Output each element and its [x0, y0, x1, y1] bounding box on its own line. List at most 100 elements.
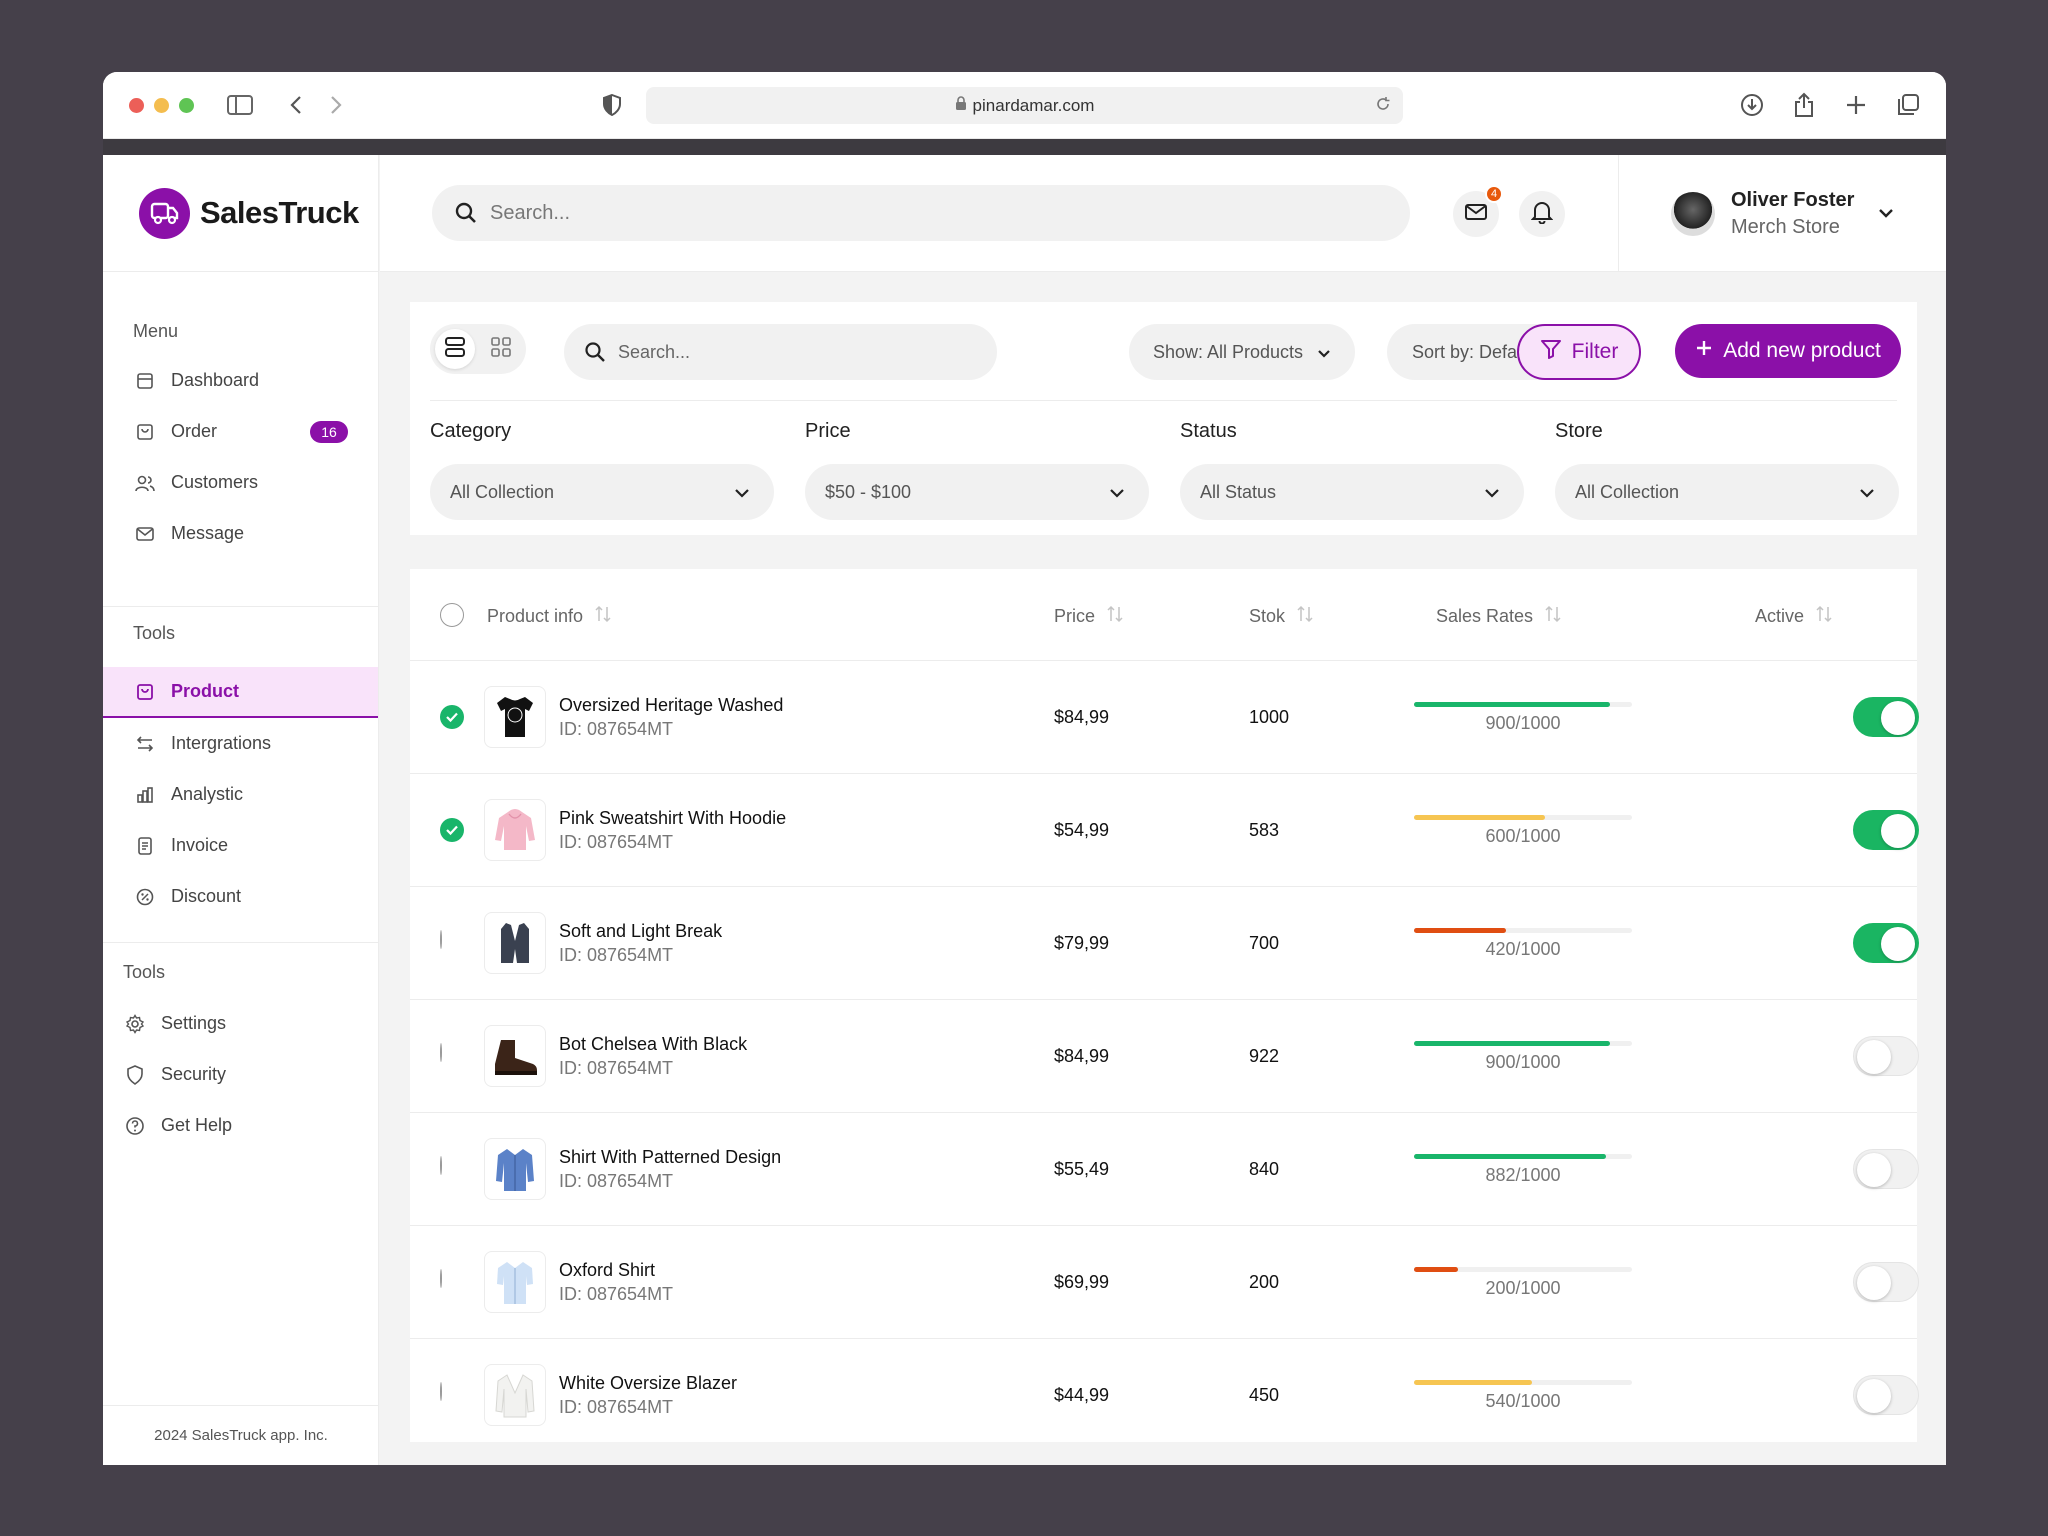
- sidebar-item-message[interactable]: Message: [103, 508, 378, 559]
- select-all-checkbox[interactable]: [440, 603, 464, 627]
- status-filter-label: Status: [1180, 420, 1237, 442]
- products-table: Product info Price Stok Sales Rates Acti…: [410, 569, 1919, 1442]
- active-toggle[interactable]: [1853, 697, 1919, 737]
- back-icon[interactable]: [283, 92, 309, 118]
- row-checkbox[interactable]: [440, 930, 442, 949]
- forward-icon[interactable]: [323, 92, 349, 118]
- table-row[interactable]: Shirt With Patterned Design ID: 087654MT $…: [410, 1113, 1919, 1226]
- product-price: $79,99: [1054, 933, 1110, 953]
- active-toggle[interactable]: [1853, 1375, 1919, 1415]
- add-product-button[interactable]: Add new product: [1675, 324, 1901, 378]
- column-sales-rates[interactable]: Sales Rates: [1436, 605, 1561, 628]
- table-row[interactable]: Pink Sweatshirt With Hoodie ID: 087654MT $…: [410, 774, 1919, 887]
- sort-label: Sort by: Default: [1411, 341, 1537, 362]
- table-row[interactable]: Soft and Light Break ID: 087654MT $79,99 70…: [410, 887, 1919, 1000]
- product-name[interactable]: Pink Sweatshirt With Hoodie: [559, 808, 787, 828]
- maximize-window-button[interactable]: [179, 98, 194, 113]
- active-toggle[interactable]: [1853, 923, 1919, 963]
- column-price[interactable]: Price: [1054, 605, 1123, 628]
- app-root: SalesTruck Menu Dashboard Order 16 Custo…: [103, 155, 1946, 1465]
- active-toggle[interactable]: [1853, 1262, 1919, 1302]
- notifications-button[interactable]: [1519, 191, 1565, 237]
- sidebar-item-get-help[interactable]: Get Help: [103, 1100, 378, 1151]
- sidebar-item-analystic[interactable]: Analystic: [103, 769, 378, 820]
- sidebar-item-invoice[interactable]: Invoice: [103, 820, 378, 871]
- table-row[interactable]: Bot Chelsea With Black ID: 087654MT $84,99…: [410, 1000, 1919, 1113]
- sidebar-item-discount[interactable]: Discount: [103, 871, 378, 922]
- row-checkbox[interactable]: [440, 1156, 442, 1175]
- minimize-window-button[interactable]: [154, 98, 169, 113]
- product-id: ID: 087654MT: [559, 945, 674, 965]
- product-name[interactable]: Bot Chelsea With Black: [559, 1034, 748, 1054]
- download-icon[interactable]: [1739, 92, 1765, 118]
- sidebar-item-settings[interactable]: Settings: [103, 998, 378, 1049]
- list-view-button[interactable]: [435, 329, 475, 369]
- address-bar[interactable]: pinardamar.com: [646, 87, 1403, 124]
- bell-icon: [1530, 200, 1554, 229]
- table-row[interactable]: Oxford Shirt ID: 087654MT $69,99 200 200/100…: [410, 1226, 1919, 1339]
- product-name[interactable]: Soft and Light Break: [559, 921, 723, 941]
- privacy-shield-icon[interactable]: [599, 92, 625, 118]
- sidebar-toggle-icon[interactable]: [227, 92, 253, 118]
- logo[interactable]: SalesTruck: [103, 155, 378, 272]
- status-select[interactable]: All Status: [1180, 464, 1524, 520]
- row-checkbox[interactable]: [440, 1043, 442, 1062]
- active-toggle[interactable]: [1853, 810, 1919, 850]
- grid-view-button[interactable]: [481, 329, 521, 369]
- sidebar-item-dashboard[interactable]: Dashboard: [103, 355, 378, 406]
- sidebar-item-label: Message: [171, 523, 245, 543]
- sidebar-item-security[interactable]: Security: [103, 1049, 378, 1100]
- sales-rate-text: 200/1000: [1485, 1278, 1561, 1298]
- active-toggle[interactable]: [1853, 1036, 1919, 1076]
- user-profile-menu[interactable]: Oliver Foster Merch Store: [1618, 155, 1946, 272]
- column-active[interactable]: Active: [1755, 605, 1832, 628]
- toggle-knob: [1857, 1153, 1891, 1187]
- price-select[interactable]: $50 - $100: [805, 464, 1149, 520]
- row-checkbox[interactable]: [440, 1269, 442, 1288]
- sidebar-item-product[interactable]: Product: [103, 667, 378, 718]
- row-checkbox[interactable]: [440, 818, 464, 842]
- store-select[interactable]: All Collection: [1555, 464, 1899, 520]
- product-name[interactable]: Oversized Heritage Washed: [559, 695, 784, 715]
- truck-logo-icon: [139, 187, 190, 239]
- product-thumbnail: [484, 686, 546, 748]
- row-checkbox[interactable]: [440, 1382, 442, 1401]
- filter-button[interactable]: Filter: [1517, 324, 1641, 380]
- category-select[interactable]: All Collection: [430, 464, 774, 520]
- tabs-overview-icon[interactable]: [1895, 92, 1921, 118]
- global-search-input[interactable]: Search...: [432, 185, 1410, 241]
- price-filter-label: Price: [805, 420, 851, 442]
- sidebar-item-label: Product: [171, 681, 240, 701]
- close-window-button[interactable]: [129, 98, 144, 113]
- sidebar-item-customers[interactable]: Customers: [103, 457, 378, 508]
- new-tab-icon[interactable]: [1843, 92, 1869, 118]
- filter-label: Filter: [1571, 340, 1619, 363]
- column-stock[interactable]: Stok: [1249, 605, 1313, 628]
- toggle-knob: [1857, 1379, 1891, 1413]
- menu-section: Menu Dashboard Order 16 Customers: [103, 272, 378, 607]
- show-products-dropdown[interactable]: Show: All Products: [1129, 324, 1355, 380]
- table-row[interactable]: Oversized Heritage Washed ID: 087654MT $84…: [410, 661, 1919, 774]
- messages-button[interactable]: 4: [1453, 185, 1503, 237]
- product-stock: 840: [1249, 1159, 1280, 1179]
- tools-secondary-heading: Tools: [123, 962, 166, 982]
- sidebar-item-integrations[interactable]: Intergrations: [103, 718, 378, 769]
- row-checkbox[interactable]: [440, 705, 464, 729]
- table-header: Product info Price Stok Sales Rates Acti…: [410, 569, 1917, 661]
- sidebar-item-order[interactable]: Order 16: [103, 406, 378, 457]
- share-icon[interactable]: [1791, 92, 1817, 118]
- product-thumbnail: [484, 1025, 546, 1087]
- reload-icon[interactable]: [1375, 96, 1391, 117]
- table-row[interactable]: White Oversize Blazer ID: 087654MT $44,99 4…: [410, 1339, 1919, 1452]
- column-product-info[interactable]: Product info: [487, 605, 611, 628]
- list-view-icon: [444, 336, 466, 363]
- product-name[interactable]: Shirt With Patterned Design: [559, 1147, 782, 1167]
- product-thumbnail: [484, 1251, 546, 1313]
- product-search-input[interactable]: Search...: [564, 324, 997, 380]
- product-name[interactable]: White Oversize Blazer: [559, 1373, 738, 1393]
- product-stock: 1000: [1249, 707, 1290, 727]
- sales-rate-bar: [1414, 702, 1632, 707]
- sort-icon: [1816, 605, 1832, 628]
- product-name[interactable]: Oxford Shirt: [559, 1260, 656, 1280]
- active-toggle[interactable]: [1853, 1149, 1919, 1189]
